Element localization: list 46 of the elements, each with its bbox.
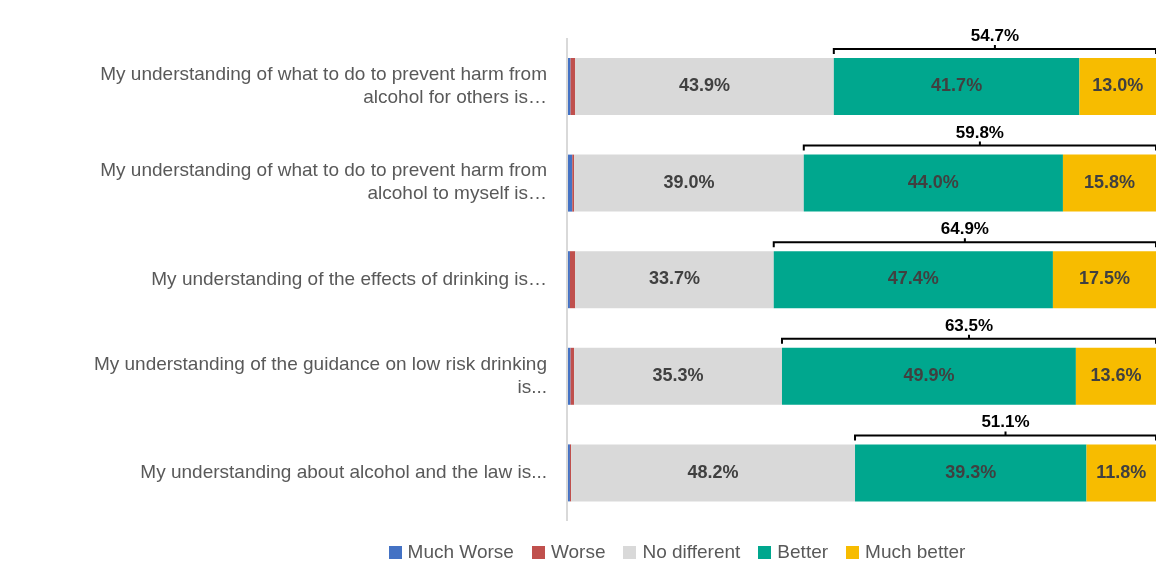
data-label: 15.8% <box>1083 171 1135 192</box>
legend-label: No different <box>641 541 741 563</box>
y-tick-label: My understanding of what to do to prevent harm from alcohol to myself is… <box>100 159 547 204</box>
y-tick-label: My understanding of the guidance on low risk drinking is... <box>93 352 547 397</box>
annotation: 59.8% <box>955 122 1004 142</box>
y-tick-label: My understanding of the effects of drinking is… <box>151 267 547 289</box>
bar <box>781 347 1076 405</box>
bar <box>1075 347 1156 405</box>
data-label: 47.4% <box>887 268 939 289</box>
bar <box>1079 58 1156 115</box>
bar <box>1052 251 1156 309</box>
data-label: 17.5% <box>1078 268 1130 289</box>
bar <box>773 251 1053 309</box>
data-label: 44.0% <box>907 171 959 192</box>
data-label: 33.7% <box>648 268 701 289</box>
data-label: 13.0% <box>1092 75 1144 96</box>
annotation: 64.9% <box>940 219 989 239</box>
bar <box>803 154 1063 212</box>
annotation: 51.1% <box>981 412 1030 432</box>
data-label: 41.7% <box>931 75 983 96</box>
y-tick-label: My understanding of what to do to prevent harm from alcohol for others is… <box>100 62 547 107</box>
data-label: 49.9% <box>903 365 955 386</box>
data-label: 48.2% <box>687 461 739 482</box>
annotation: 63.5% <box>944 315 994 335</box>
bar <box>575 251 774 309</box>
bar <box>1062 154 1156 212</box>
bar <box>1086 444 1156 502</box>
data-label: 43.9% <box>679 75 731 96</box>
legend-label: Worse <box>549 541 606 563</box>
data-label: 39.0% <box>663 171 715 192</box>
y-tick-label: My understanding about alcohol and the law is... <box>140 460 547 482</box>
data-label: 35.3% <box>652 365 704 386</box>
data-label: 11.8% <box>1096 461 1147 482</box>
bar <box>574 154 804 212</box>
bar <box>575 58 834 115</box>
legend-label: Better <box>776 541 829 563</box>
bar <box>855 444 1087 502</box>
legend-label: Much Worse <box>406 541 514 563</box>
bar <box>833 58 1080 115</box>
legend-label: Much better <box>864 541 966 563</box>
bar <box>574 347 782 405</box>
bar <box>571 444 856 502</box>
data-label: 39.3% <box>945 461 997 482</box>
bar <box>569 251 576 309</box>
data-label: 13.6% <box>1090 365 1142 386</box>
annotation: 54.7% <box>970 26 1020 45</box>
